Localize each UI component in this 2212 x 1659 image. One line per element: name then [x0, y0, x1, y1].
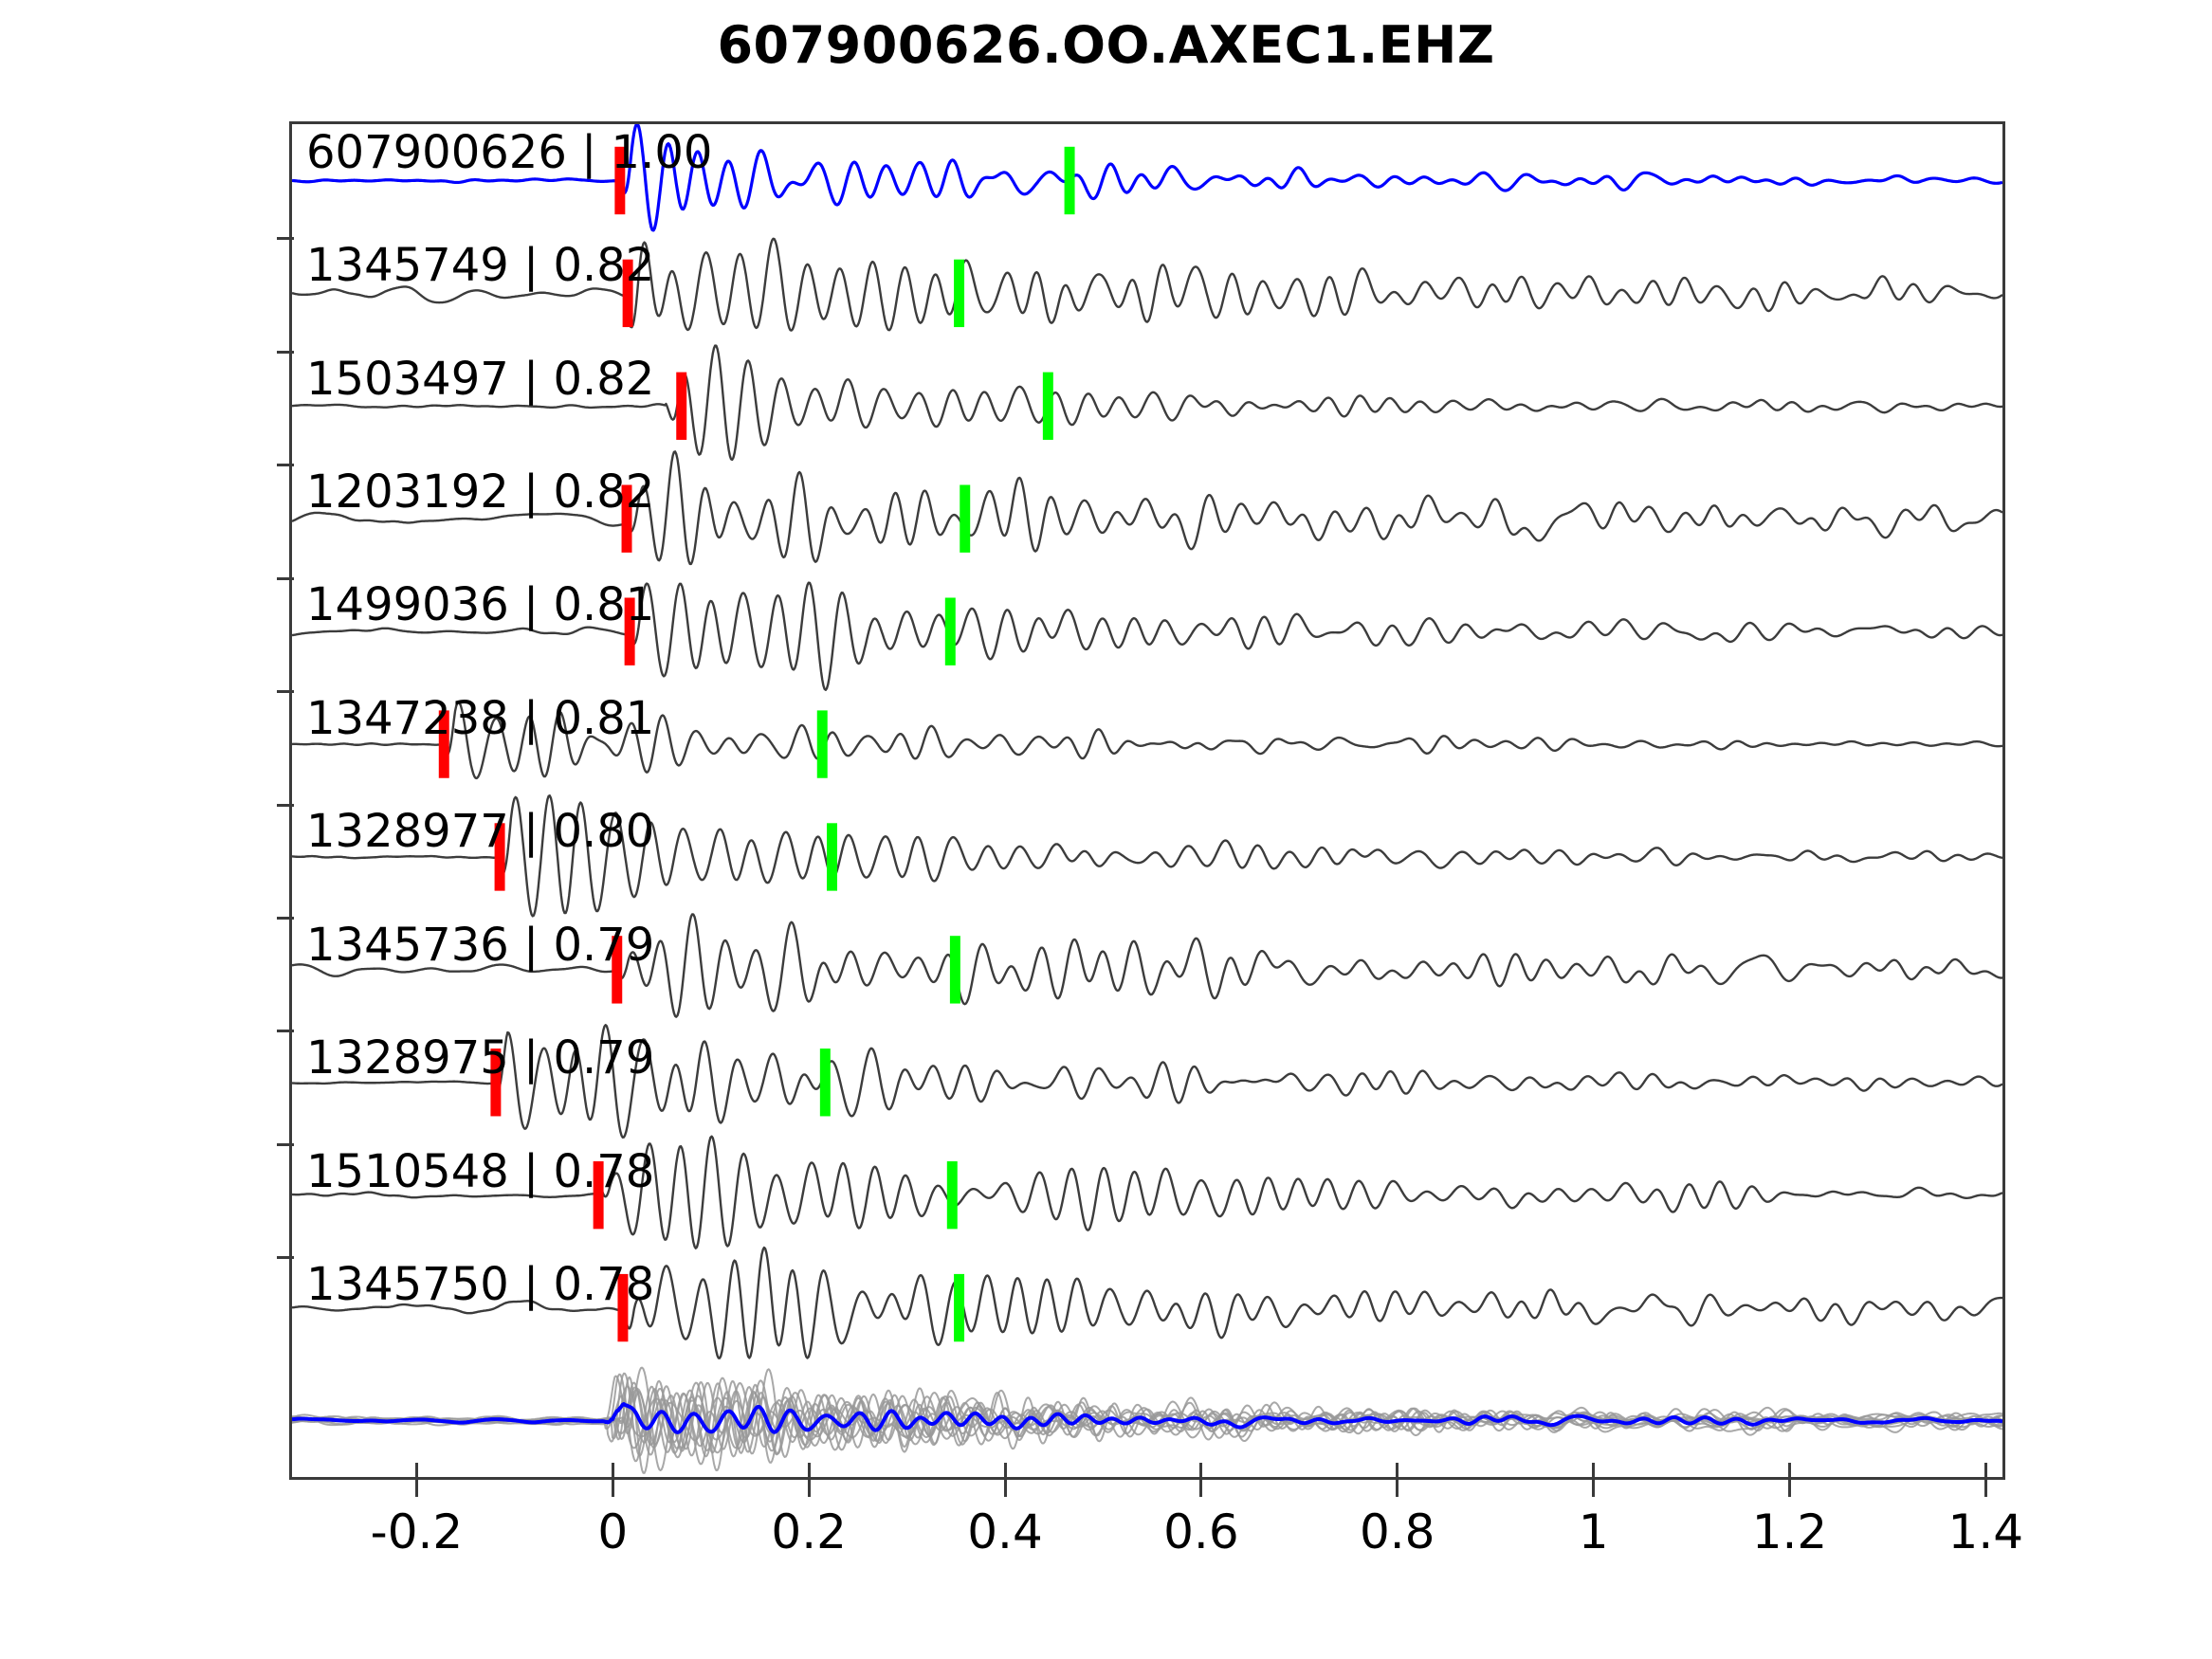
stack-overlay-trace — [292, 1368, 2002, 1458]
trace-1328977 — [292, 794, 2002, 918]
trace-1345750 — [292, 1246, 2002, 1359]
x-axis-tick-inner — [611, 1463, 614, 1480]
x-axis-tick — [1003, 1480, 1007, 1497]
y-axis-tick — [277, 690, 294, 694]
trace-label-1503497: 1503497 | 0.82 — [306, 352, 655, 406]
trace-1203192 — [292, 450, 2002, 566]
pick-s-marker-1503497 — [1042, 372, 1053, 440]
trace-1503497 — [292, 344, 2002, 462]
trace-label-607900626: 607900626 | 1.00 — [306, 125, 713, 179]
stack-mean-trace — [292, 1402, 2002, 1434]
x-axis-tick-label: 1 — [1578, 1504, 1609, 1559]
trace-label-1203192: 1203192 | 0.82 — [306, 465, 655, 520]
x-axis-tick-label: 0.6 — [1163, 1504, 1239, 1559]
pick-s-marker-1328977 — [827, 823, 837, 891]
pick-p-marker-1499036 — [624, 597, 635, 665]
y-axis-tick — [277, 1256, 294, 1260]
x-axis-tick — [1592, 1480, 1596, 1497]
trace-1345736 — [292, 913, 2002, 1018]
pick-p-marker-1203192 — [621, 484, 632, 553]
pick-s-marker-1345749 — [954, 259, 965, 328]
plot-axes — [277, 121, 2005, 1480]
pick-p-marker-607900626 — [614, 146, 626, 215]
pick-p-marker-1345749 — [622, 259, 633, 328]
trace-label-1510548: 1510548 | 0.78 — [306, 1144, 655, 1198]
x-axis-tick — [1396, 1480, 1399, 1497]
x-axis-tick-inner — [1003, 1463, 1007, 1480]
x-axis-tick-label: 0 — [597, 1504, 629, 1559]
pick-p-marker-1345736 — [612, 936, 623, 1004]
pick-s-marker-1203192 — [960, 484, 971, 553]
x-axis-tick — [1199, 1480, 1203, 1497]
trace-1499036 — [292, 581, 2002, 691]
pick-p-marker-1503497 — [676, 372, 687, 440]
x-axis-tick — [1983, 1480, 1987, 1497]
x-axis-tick-inner — [807, 1463, 811, 1480]
x-axis-tick-label: 1.4 — [1947, 1504, 2024, 1559]
pick-s-marker-1347238 — [816, 710, 828, 778]
pick-s-marker-607900626 — [1064, 146, 1075, 215]
x-axis-tick — [414, 1480, 418, 1497]
x-axis-tick-label: 0.4 — [967, 1504, 1043, 1559]
pick-s-marker-1345750 — [954, 1273, 965, 1342]
trace-1328975 — [292, 1024, 2002, 1139]
trace-label-1328977: 1328977 | 0.80 — [306, 805, 655, 859]
pick-p-marker-1328977 — [494, 823, 505, 891]
pick-p-marker-1328975 — [490, 1048, 502, 1117]
trace-label-1345749: 1345749 | 0.82 — [306, 239, 655, 293]
trace-label-1499036: 1499036 | 0.81 — [306, 578, 655, 632]
x-axis-tick — [807, 1480, 811, 1497]
x-axis-tick-inner — [1396, 1463, 1399, 1480]
x-axis-tick-inner — [1983, 1463, 1987, 1480]
trace-607900626 — [292, 124, 2002, 232]
y-axis-tick — [277, 1142, 294, 1146]
waveform-canvas — [292, 124, 2002, 1474]
y-axis-tick — [277, 1030, 294, 1033]
y-axis-tick — [277, 464, 294, 467]
pick-s-marker-1345736 — [949, 936, 960, 1004]
trace-1347238 — [292, 701, 2002, 780]
x-axis: -0.2 0 0.2 0.4 0.6 0.8 1 1.2 1.4 — [289, 1463, 2023, 1613]
x-axis-tick-label: -0.2 — [370, 1504, 464, 1559]
y-axis-tick — [277, 916, 294, 920]
x-axis-tick — [611, 1480, 614, 1497]
x-axis-tick-label: 0.8 — [1359, 1504, 1435, 1559]
x-axis-tick-inner — [1592, 1463, 1596, 1480]
y-axis-tick — [277, 803, 294, 807]
x-axis-tick-inner — [1787, 1463, 1791, 1480]
x-axis-tick-label: 0.2 — [771, 1504, 847, 1559]
pick-s-marker-1328975 — [819, 1048, 831, 1117]
trace-label-1347238: 1347238 | 0.81 — [306, 691, 655, 745]
pick-s-marker-1510548 — [946, 1161, 958, 1230]
page-title: 607900626.OO.AXEC1.EHZ — [717, 15, 1495, 75]
x-axis-tick-inner — [414, 1463, 418, 1480]
pick-p-marker-1347238 — [438, 710, 449, 778]
trace-label-1328975: 1328975 | 0.79 — [306, 1031, 655, 1085]
pick-p-marker-1345750 — [617, 1273, 629, 1342]
trace-1345749 — [292, 237, 2002, 332]
x-axis-tick-inner — [1199, 1463, 1203, 1480]
y-axis-tick — [277, 350, 294, 354]
trace-label-1345736: 1345736 | 0.79 — [306, 918, 655, 972]
trace-label-1345750: 1345750 | 0.78 — [306, 1257, 655, 1311]
x-axis-tick — [1787, 1480, 1791, 1497]
pick-p-marker-1510548 — [593, 1161, 604, 1230]
trace-1510548 — [292, 1135, 2002, 1249]
x-axis-tick-label: 1.2 — [1751, 1504, 1828, 1559]
pick-s-marker-1499036 — [944, 597, 956, 665]
y-axis-tick — [277, 237, 294, 241]
y-axis-tick — [277, 576, 294, 580]
